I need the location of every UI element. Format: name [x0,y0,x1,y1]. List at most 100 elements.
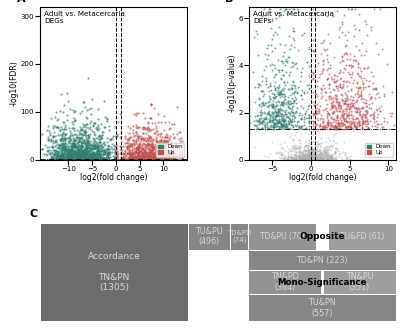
Point [57,128,63,133]
Point [323,106,329,111]
Point [155,146,161,152]
Point [363,104,369,109]
Point [57,153,64,158]
Point [149,156,155,161]
Point [152,150,159,155]
Point [86,154,92,159]
Point [96,140,102,145]
Point [95,148,101,153]
Point [132,148,139,154]
Point [305,116,312,121]
Point [325,121,332,126]
Point [89,157,96,162]
Point [127,153,133,158]
Point [52,155,59,160]
Point [144,143,151,149]
Point [170,153,177,158]
Point [337,126,344,131]
Point [61,119,67,125]
Point [326,112,332,117]
Point [302,156,309,161]
Point [75,143,82,149]
Point [362,48,369,53]
Point [105,152,111,157]
Point [286,69,293,74]
Point [57,155,63,160]
Point [310,118,316,124]
Point [324,76,331,82]
Point [302,151,308,156]
Point [138,154,144,159]
Point [62,156,68,161]
Point [157,149,164,154]
Point [349,100,355,106]
Point [166,154,173,159]
Point [349,157,355,162]
Point [78,131,85,136]
Point [270,105,276,110]
Point [307,147,313,152]
Point [368,69,374,74]
Point [335,104,342,109]
Point [296,154,302,159]
Point [135,153,142,158]
Point [265,110,271,115]
Point [311,156,318,162]
Point [60,152,66,157]
Point [81,152,87,157]
Point [362,77,369,82]
Point [66,126,72,131]
Point [305,102,312,108]
Point [106,154,112,159]
Point [345,119,351,124]
Point [290,145,296,151]
Point [166,155,172,161]
Point [311,156,318,161]
Point [322,151,329,156]
Point [176,137,182,142]
Point [256,110,263,115]
Point [381,118,387,123]
Point [53,157,60,162]
Point [342,66,349,71]
Point [290,26,296,31]
Point [89,147,96,152]
Point [151,155,157,161]
Point [291,99,297,104]
Point [97,149,104,154]
Point [296,157,303,162]
Point [312,149,319,154]
Point [314,105,320,110]
Point [323,151,329,156]
Point [288,154,295,159]
Point [62,131,68,136]
Point [94,141,101,146]
Text: TD&PN (223): TD&PN (223) [296,256,348,265]
Point [72,143,78,148]
Point [355,123,362,129]
Point [342,32,348,37]
Point [139,154,146,159]
Point [274,31,280,36]
Point [318,86,324,92]
Point [137,150,144,155]
Point [347,153,353,158]
Point [176,145,182,151]
Point [256,120,263,125]
Point [299,154,305,159]
Point [132,149,138,154]
Point [70,151,76,156]
Point [146,141,152,147]
Point [293,6,300,11]
Point [292,157,298,162]
Point [154,151,161,156]
Point [322,48,328,53]
Point [270,115,276,120]
Point [310,6,316,11]
Point [134,155,140,160]
Point [158,138,164,143]
Point [270,118,276,123]
Point [288,85,294,91]
Point [62,146,68,152]
Point [70,151,77,156]
